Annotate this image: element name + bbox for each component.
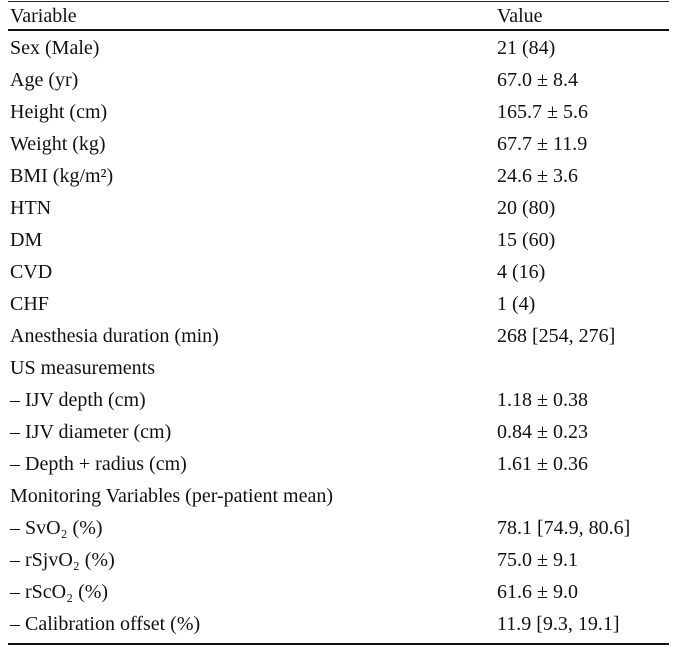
section-label-cell: US measurements <box>10 357 155 379</box>
table-row: CVD 4 (16) <box>8 256 669 288</box>
value-cell: 61.6 ± 9.0 <box>497 581 578 603</box>
variable-cell: Height (cm) <box>10 101 108 123</box>
header-value: Value <box>497 5 543 27</box>
variable-cell: – SvO₂ (%) <box>10 517 103 539</box>
variable-cell: Weight (kg) <box>10 133 106 155</box>
table-row: – Depth + radius (cm) 1.61 ± 0.36 <box>8 448 669 480</box>
value-cell: 0.84 ± 0.23 <box>497 421 588 443</box>
table-section-row: US measurements <box>8 352 669 384</box>
table-row: BMI (kg/m²) 24.6 ± 3.6 <box>8 160 669 192</box>
table-row: CHF 1 (4) <box>8 288 669 320</box>
header-variable: Variable <box>10 5 77 27</box>
table-row: DM 15 (60) <box>8 224 669 256</box>
table-row: Age (yr) 67.0 ± 8.4 <box>8 64 669 96</box>
value-cell: 21 (84) <box>497 37 556 59</box>
value-cell: 24.6 ± 3.6 <box>497 165 578 187</box>
table-bottom-rule <box>8 643 669 645</box>
value-cell: 4 (16) <box>497 261 546 283</box>
variable-cell: Anesthesia duration (min) <box>10 325 219 347</box>
table-top-rule <box>8 1 669 2</box>
value-cell: 1.18 ± 0.38 <box>497 389 588 411</box>
table-header-rule <box>8 29 669 31</box>
value-cell: 67.0 ± 8.4 <box>497 69 578 91</box>
table-row: – rScO₂ (%) 61.6 ± 9.0 <box>8 576 669 608</box>
variable-cell: – Calibration offset (%) <box>10 613 201 635</box>
table-row: – SvO₂ (%) 78.1 [74.9, 80.6] <box>8 512 669 544</box>
table-row: – IJV depth (cm) 1.18 ± 0.38 <box>8 384 669 416</box>
section-label-cell: Monitoring Variables (per-patient mean) <box>10 485 334 507</box>
table-row: Weight (kg) 67.7 ± 11.9 <box>8 128 669 160</box>
table-header-row: Variable Value <box>8 1 669 31</box>
variable-cell: – Depth + radius (cm) <box>10 453 187 475</box>
table-row: HTN 20 (80) <box>8 192 669 224</box>
variable-cell: CHF <box>10 293 49 315</box>
value-cell: 1.61 ± 0.36 <box>497 453 588 475</box>
value-cell: 20 (80) <box>497 197 556 219</box>
table-row: Anesthesia duration (min) 268 [254, 276] <box>8 320 669 352</box>
value-cell: 15 (60) <box>497 229 556 251</box>
value-cell: 67.7 ± 11.9 <box>497 133 588 155</box>
variable-cell: Age (yr) <box>10 69 79 91</box>
table-row: Height (cm) 165.7 ± 5.6 <box>8 96 669 128</box>
variable-cell: HTN <box>10 197 52 219</box>
table-section-row: Monitoring Variables (per-patient mean) <box>8 480 669 512</box>
table-row: Sex (Male) 21 (84) <box>8 32 669 64</box>
table-row: – rSjvO₂ (%) 75.0 ± 9.1 <box>8 544 669 576</box>
variable-cell: BMI (kg/m²) <box>10 165 114 187</box>
variable-cell: – IJV diameter (cm) <box>10 421 172 443</box>
value-cell: 11.9 [9.3, 19.1] <box>497 613 620 635</box>
variable-cell: DM <box>10 229 43 251</box>
variable-cell: Sex (Male) <box>10 37 100 59</box>
value-cell: 75.0 ± 9.1 <box>497 549 578 571</box>
variable-cell: – rSjvO₂ (%) <box>10 549 115 571</box>
value-cell: 1 (4) <box>497 293 536 315</box>
variable-cell: – IJV depth (cm) <box>10 389 146 411</box>
table-row: – IJV diameter (cm) 0.84 ± 0.23 <box>8 416 669 448</box>
value-cell: 165.7 ± 5.6 <box>497 101 588 123</box>
variable-cell: – rScO₂ (%) <box>10 581 109 603</box>
value-cell: 268 [254, 276] <box>497 325 616 347</box>
table-row: – Calibration offset (%) 11.9 [9.3, 19.1… <box>8 608 669 640</box>
value-cell: 78.1 [74.9, 80.6] <box>497 517 631 539</box>
variable-cell: CVD <box>10 261 53 283</box>
